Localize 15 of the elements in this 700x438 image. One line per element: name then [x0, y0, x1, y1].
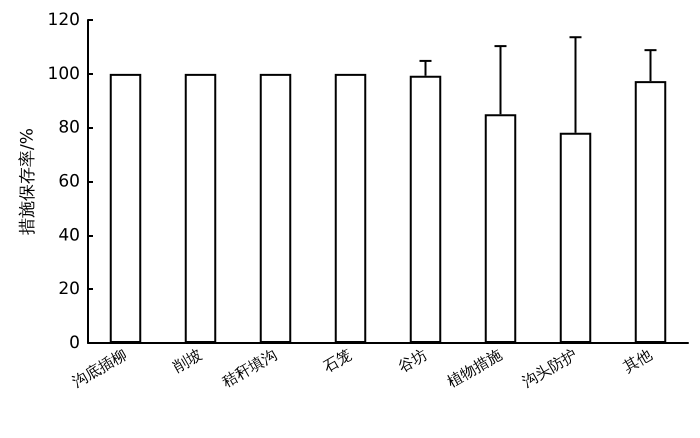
y-tick-label: 80: [58, 118, 80, 138]
y-axis-title: 措施保存率/%: [18, 128, 38, 235]
y-tick-label: 60: [58, 172, 80, 192]
x-tick-label: 植物措施: [444, 345, 505, 391]
x-tick-label: 沟头防护: [519, 345, 580, 391]
y-tick-label: 100: [48, 64, 80, 84]
y-tick-label: 20: [58, 279, 80, 300]
y-tick-label: 40: [58, 225, 80, 246]
y-tick-label: 0: [69, 333, 80, 353]
x-tick-label: 石笼: [320, 345, 355, 376]
x-tick-label: 其他: [620, 345, 655, 376]
x-tick-label: 削坡: [170, 345, 205, 376]
x-tick-label: 谷坊: [395, 345, 430, 376]
x-tick-label: 秸秆填沟: [219, 345, 280, 391]
y-tick-label: 120: [48, 10, 80, 30]
